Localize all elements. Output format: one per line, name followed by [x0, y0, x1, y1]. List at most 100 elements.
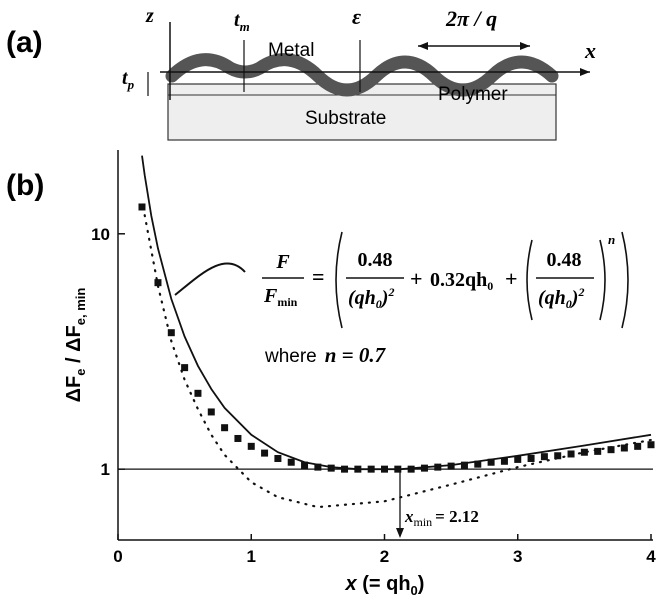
marker — [314, 463, 322, 471]
marker — [420, 464, 428, 472]
x-label-close: ) — [418, 573, 425, 595]
marker — [367, 465, 375, 473]
mid: 0.32qh0 — [430, 269, 493, 293]
plus: + — [505, 266, 518, 291]
marker — [540, 453, 548, 461]
marker — [460, 461, 468, 469]
num: 0.48 — [358, 249, 393, 271]
den-sup: 2 — [387, 285, 394, 299]
plot: 0 1 2 3 4 1 10 — [91, 150, 656, 566]
paren — [335, 231, 343, 329]
marker — [341, 465, 349, 473]
arrowhead — [396, 528, 404, 538]
marker — [194, 389, 202, 397]
xmin-label: xmin = 2.12 — [404, 507, 479, 529]
marker — [207, 408, 215, 416]
y-axis-label: ΔFe / ΔFe, min — [63, 288, 88, 403]
where-note: where n = 0.7 — [264, 343, 387, 367]
den-open: (qh — [538, 287, 566, 309]
tm: t — [234, 9, 241, 31]
marker — [580, 448, 588, 456]
substrate-label: Substrate — [305, 108, 386, 129]
marker — [500, 457, 508, 465]
mid-text: 0.32qh — [430, 269, 487, 291]
marker — [327, 464, 335, 472]
marker — [394, 465, 402, 473]
x-tick-label: 0 — [113, 547, 122, 566]
lhs-den-sub: min — [277, 295, 297, 309]
metal-label: Metal — [268, 40, 314, 61]
marker — [594, 447, 602, 455]
x-label: x — [584, 38, 596, 63]
y-label-b: / ΔF — [63, 325, 85, 368]
x-tick-label: 1 — [247, 547, 256, 566]
y-label-b-sub: e, min — [73, 288, 88, 326]
metal-wave — [165, 53, 559, 97]
marker — [154, 279, 162, 287]
z-label: z — [145, 5, 154, 27]
xmin-sub: min — [414, 515, 433, 529]
panel-label: (b) — [6, 169, 44, 202]
den-open: (qh — [348, 287, 376, 309]
marker — [354, 465, 362, 473]
marker — [527, 454, 535, 462]
den-sup: 2 — [577, 285, 584, 299]
series-line — [141, 155, 652, 471]
marker — [287, 458, 295, 466]
x-tick-label: 3 — [513, 547, 522, 566]
num: 0.48 — [547, 249, 582, 271]
pointer-curve — [174, 262, 246, 296]
tm-label: tm — [234, 9, 250, 34]
paren — [526, 239, 533, 321]
marker — [434, 463, 442, 471]
where-word: where — [264, 346, 317, 367]
x-label-text: (= qh — [357, 573, 411, 595]
marker — [261, 449, 269, 457]
den: (qh0)2 — [348, 285, 394, 311]
x-tick-label: 4 — [646, 547, 656, 566]
marker — [138, 203, 146, 211]
marker — [474, 460, 482, 468]
paren — [599, 239, 606, 321]
y-label-a: ΔF — [63, 376, 85, 403]
tp: t — [122, 67, 129, 89]
paren — [621, 231, 629, 329]
marker — [620, 444, 628, 452]
marker — [567, 450, 575, 458]
x-axis-label: x (= qh0) — [345, 573, 425, 598]
marker — [407, 465, 415, 473]
marker — [274, 454, 282, 462]
y-label-a-sub: e — [73, 369, 88, 376]
marker — [554, 452, 562, 460]
lhs-num: F — [275, 251, 290, 273]
arrowhead — [580, 68, 590, 76]
marker — [181, 364, 189, 372]
equals: = — [312, 264, 325, 289]
lhs-den-f: F — [263, 285, 278, 307]
tm-sub: m — [240, 19, 250, 34]
y-tick-label: 10 — [91, 225, 110, 244]
period-label: 2π / q — [445, 6, 497, 31]
x-label-var: x — [345, 573, 358, 595]
mid-sub: 0 — [487, 279, 493, 293]
marker — [301, 461, 309, 469]
den-close: ) — [570, 287, 579, 309]
marker — [607, 446, 615, 454]
formula: F Fmin = 0.48 (qh0)2 + 0.32qh0 + 0.48 (q… — [262, 231, 629, 329]
marker — [234, 434, 242, 442]
xmin-var: x — [404, 507, 414, 526]
marker — [381, 465, 388, 473]
where-expr: n = 0.7 — [325, 343, 387, 367]
marker — [167, 329, 175, 337]
den-close: ) — [380, 287, 389, 309]
marker — [487, 458, 495, 466]
y-tick-label: 1 — [101, 460, 110, 479]
marker — [634, 442, 642, 450]
marker — [221, 424, 229, 432]
den-sub: 0 — [376, 297, 382, 311]
marker — [647, 441, 655, 449]
panel-label: (a) — [6, 26, 43, 59]
x-tick-label: 2 — [380, 547, 389, 566]
marker — [447, 462, 455, 470]
den-sub: 0 — [566, 297, 572, 311]
